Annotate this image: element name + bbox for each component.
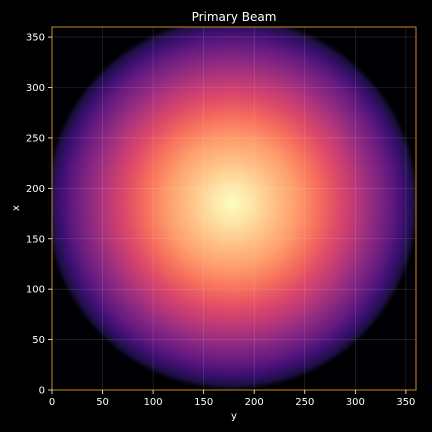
primary-beam-heatmap bbox=[52, 27, 416, 390]
y-tick-label: 50 bbox=[32, 335, 45, 346]
x-tick-label: 150 bbox=[194, 397, 213, 408]
x-tick-label: 100 bbox=[144, 397, 163, 408]
x-tick-label: 300 bbox=[346, 397, 365, 408]
chart-title: Primary Beam bbox=[192, 10, 277, 24]
x-tick-label: 250 bbox=[295, 397, 314, 408]
x-axis-label: y bbox=[231, 411, 237, 422]
y-tick-label: 200 bbox=[26, 184, 45, 195]
y-tick-label: 250 bbox=[26, 133, 45, 144]
plot-frame bbox=[51, 26, 417, 391]
x-axis-ticks: 0 50 100 150 200 250 300 350 bbox=[49, 390, 415, 408]
x-tick-label: 350 bbox=[396, 397, 415, 408]
y-tick-label: 100 bbox=[26, 285, 45, 296]
y-tick-label: 150 bbox=[26, 234, 45, 245]
x-tick-label: 0 bbox=[49, 397, 55, 408]
y-tick-label: 0 bbox=[39, 386, 45, 397]
x-tick-label: 200 bbox=[245, 397, 264, 408]
y-tick-label: 300 bbox=[26, 83, 45, 94]
y-axis-label: x bbox=[11, 205, 22, 211]
x-tick-label: 50 bbox=[96, 397, 109, 408]
y-axis-ticks: 0 50 100 150 200 250 300 350 bbox=[26, 33, 52, 397]
y-tick-label: 350 bbox=[26, 33, 45, 44]
